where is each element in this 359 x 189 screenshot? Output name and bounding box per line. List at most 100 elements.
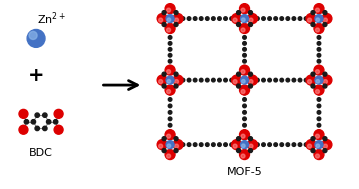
Circle shape bbox=[314, 65, 324, 75]
Circle shape bbox=[274, 17, 278, 20]
Circle shape bbox=[286, 143, 290, 146]
Circle shape bbox=[174, 84, 178, 88]
Circle shape bbox=[243, 53, 246, 57]
Circle shape bbox=[256, 78, 259, 82]
Circle shape bbox=[174, 80, 178, 84]
Circle shape bbox=[247, 75, 257, 85]
Circle shape bbox=[243, 111, 246, 114]
Circle shape bbox=[232, 14, 242, 23]
Circle shape bbox=[315, 76, 323, 84]
Circle shape bbox=[165, 23, 175, 33]
Circle shape bbox=[162, 11, 166, 15]
Circle shape bbox=[242, 80, 245, 83]
Circle shape bbox=[200, 143, 203, 146]
Circle shape bbox=[292, 17, 296, 20]
Circle shape bbox=[162, 149, 166, 153]
Circle shape bbox=[181, 78, 185, 82]
Circle shape bbox=[316, 18, 320, 22]
Circle shape bbox=[46, 120, 51, 124]
Circle shape bbox=[241, 134, 245, 138]
Circle shape bbox=[256, 143, 259, 146]
Circle shape bbox=[241, 141, 248, 149]
Circle shape bbox=[237, 11, 241, 15]
Circle shape bbox=[237, 72, 241, 76]
Circle shape bbox=[237, 84, 241, 88]
Circle shape bbox=[237, 149, 241, 153]
Circle shape bbox=[224, 78, 227, 82]
Circle shape bbox=[268, 143, 271, 146]
Circle shape bbox=[230, 78, 233, 82]
Circle shape bbox=[167, 144, 171, 148]
Circle shape bbox=[187, 143, 191, 146]
Circle shape bbox=[323, 80, 327, 84]
Circle shape bbox=[233, 144, 237, 148]
Circle shape bbox=[173, 140, 183, 149]
Circle shape bbox=[243, 91, 246, 95]
Circle shape bbox=[274, 78, 278, 82]
Circle shape bbox=[317, 42, 321, 45]
Circle shape bbox=[248, 11, 252, 15]
Circle shape bbox=[181, 17, 185, 20]
Circle shape bbox=[280, 17, 284, 20]
Circle shape bbox=[167, 80, 171, 83]
Circle shape bbox=[317, 111, 321, 114]
Circle shape bbox=[306, 14, 316, 23]
Circle shape bbox=[311, 22, 315, 26]
Circle shape bbox=[248, 72, 252, 76]
Circle shape bbox=[317, 36, 321, 39]
Circle shape bbox=[322, 140, 332, 149]
Circle shape bbox=[314, 130, 324, 140]
Circle shape bbox=[249, 18, 253, 22]
Circle shape bbox=[165, 85, 175, 95]
Circle shape bbox=[304, 78, 308, 82]
Circle shape bbox=[159, 18, 163, 22]
Circle shape bbox=[311, 149, 315, 153]
Circle shape bbox=[167, 8, 171, 12]
Circle shape bbox=[168, 42, 172, 45]
Circle shape bbox=[317, 48, 321, 51]
Circle shape bbox=[168, 53, 172, 57]
Circle shape bbox=[256, 17, 259, 20]
Circle shape bbox=[317, 60, 321, 63]
Circle shape bbox=[315, 15, 323, 22]
Circle shape bbox=[247, 140, 257, 149]
Circle shape bbox=[241, 28, 245, 32]
Text: Zn$^{2+}$: Zn$^{2+}$ bbox=[37, 11, 65, 27]
Circle shape bbox=[314, 23, 324, 33]
Circle shape bbox=[317, 91, 321, 95]
Circle shape bbox=[239, 149, 250, 160]
Circle shape bbox=[241, 76, 248, 84]
Circle shape bbox=[248, 84, 252, 88]
Circle shape bbox=[248, 149, 252, 153]
Circle shape bbox=[280, 143, 284, 146]
Circle shape bbox=[322, 14, 332, 23]
Circle shape bbox=[243, 36, 246, 39]
Circle shape bbox=[316, 70, 320, 74]
Circle shape bbox=[306, 75, 316, 85]
Circle shape bbox=[298, 17, 302, 20]
Circle shape bbox=[167, 70, 171, 74]
Circle shape bbox=[230, 143, 233, 146]
Circle shape bbox=[239, 130, 250, 140]
Circle shape bbox=[187, 78, 191, 82]
Circle shape bbox=[165, 4, 175, 14]
Circle shape bbox=[165, 130, 175, 140]
Circle shape bbox=[167, 154, 171, 158]
Circle shape bbox=[173, 14, 183, 23]
Circle shape bbox=[53, 120, 58, 124]
Circle shape bbox=[168, 104, 172, 108]
Circle shape bbox=[159, 144, 163, 148]
Circle shape bbox=[317, 53, 321, 57]
Circle shape bbox=[168, 48, 172, 51]
Circle shape bbox=[35, 113, 39, 117]
Circle shape bbox=[262, 143, 265, 146]
Text: MOF-5: MOF-5 bbox=[227, 167, 262, 177]
Circle shape bbox=[233, 18, 237, 22]
Circle shape bbox=[292, 78, 296, 82]
Circle shape bbox=[308, 80, 312, 84]
Circle shape bbox=[317, 30, 321, 33]
Circle shape bbox=[218, 143, 221, 146]
Circle shape bbox=[194, 143, 197, 146]
Circle shape bbox=[233, 80, 237, 84]
Circle shape bbox=[243, 123, 246, 127]
